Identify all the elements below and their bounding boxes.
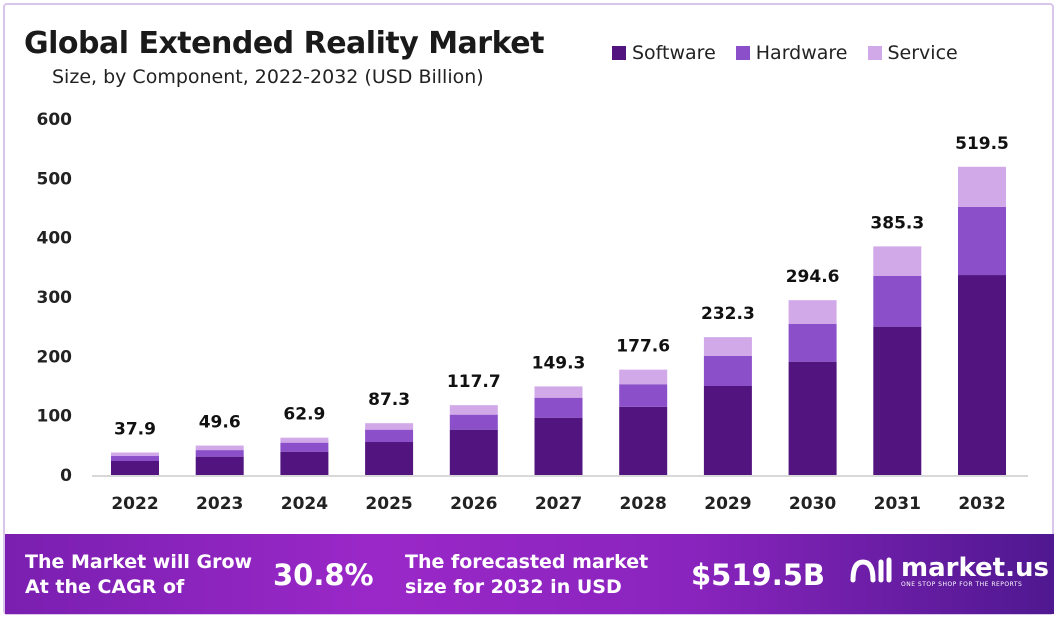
- y-tick-label: 400: [37, 229, 73, 249]
- market-us-logo: market.us ONE STOP SHOP FOR THE REPORTS: [847, 554, 1049, 588]
- bar-segment-hardware-2029: [703, 355, 752, 386]
- y-tick-label: 300: [37, 288, 73, 308]
- x-tick-label: 2028: [620, 494, 667, 514]
- legend-swatch-hardware: [735, 46, 750, 60]
- bar-segment-hardware-2024: [280, 442, 329, 452]
- bar-segment-software-2028: [619, 406, 668, 475]
- legend-item-hardware: Hardware: [735, 42, 848, 64]
- summary-banner: The Market will Grow At the CAGR of 30.8…: [5, 534, 1054, 614]
- bar-segment-hardware-2028: [619, 384, 668, 407]
- bar-segment-software-2023: [195, 456, 244, 475]
- bar-segment-service-2022: [111, 452, 159, 457]
- bar-segment-software-2022: [111, 460, 159, 475]
- total-data-label: 149.3: [532, 353, 586, 373]
- x-tick-label: 2030: [789, 494, 836, 514]
- bar-segment-service-2026: [449, 405, 498, 415]
- x-tick-label: 2031: [874, 494, 921, 514]
- y-tick-label: 200: [37, 347, 73, 367]
- total-data-label: 519.5: [955, 134, 1009, 154]
- x-tick-label: 2022: [111, 494, 158, 514]
- legend-item-software: Software: [612, 42, 716, 64]
- y-tick-label: 500: [37, 169, 73, 189]
- legend-label-hardware: Hardware: [755, 42, 848, 64]
- bar-segment-software-2030: [788, 361, 837, 475]
- total-data-label: 177.6: [616, 337, 670, 357]
- bar-segment-software-2024: [280, 451, 329, 475]
- x-tick-label: 2032: [958, 494, 1005, 514]
- chart-title: Global Extended Reality Market: [24, 26, 544, 61]
- y-tick-label: 600: [37, 110, 73, 130]
- bar-segment-software-2031: [873, 326, 922, 475]
- bar-segment-hardware-2030: [788, 323, 837, 362]
- legend-label-service: Service: [887, 42, 958, 64]
- cagr-value: 30.8%: [273, 558, 374, 592]
- x-tick-label: 2027: [535, 494, 582, 514]
- total-data-label: 49.6: [199, 413, 241, 433]
- bar-segment-hardware-2025: [365, 429, 414, 443]
- total-data-label: 294.6: [786, 267, 840, 287]
- bar-segment-software-2029: [703, 386, 752, 475]
- x-tick-label: 2024: [281, 494, 328, 514]
- bar-segment-software-2025: [365, 442, 414, 475]
- total-data-label: 62.9: [283, 405, 325, 425]
- bar-segment-service-2030: [788, 300, 837, 324]
- logo-tagline: ONE STOP SHOP FOR THE REPORTS: [901, 580, 1023, 588]
- legend-label-software: Software: [632, 42, 716, 64]
- bar-segment-software-2026: [449, 429, 498, 475]
- bar-segment-hardware-2023: [195, 450, 244, 457]
- legend-swatch-service: [867, 46, 882, 60]
- forecast-value: $519.5B: [691, 558, 826, 592]
- forecast-text: The forecasted market size for 2032 in U…: [405, 551, 649, 598]
- bar-segment-service-2032: [958, 166, 1006, 207]
- chart-subtitle: Size, by Component, 2022-2032 (USD Billi…: [52, 66, 484, 88]
- y-tick-label: 0: [60, 466, 72, 486]
- bar-segment-software-2027: [534, 417, 583, 475]
- x-tick-label: 2025: [365, 494, 412, 514]
- total-data-label: 37.9: [114, 420, 156, 440]
- bar-segment-service-2025: [365, 423, 414, 430]
- bar-segment-service-2031: [873, 246, 922, 276]
- bar-segment-service-2023: [195, 445, 244, 451]
- x-tick-label: 2026: [450, 494, 497, 514]
- x-tick-label: 2023: [196, 494, 243, 514]
- bar-segment-hardware-2022: [111, 456, 159, 461]
- bar-segment-hardware-2026: [449, 414, 498, 430]
- cagr-text: The Market will Grow At the CAGR of: [25, 551, 253, 598]
- bar-segment-service-2028: [619, 369, 668, 385]
- bar-segment-hardware-2032: [958, 206, 1006, 276]
- bar-segment-hardware-2027: [534, 397, 583, 418]
- legend-item-service: Service: [867, 42, 958, 64]
- total-data-label: 385.3: [870, 213, 924, 233]
- total-data-label: 117.7: [447, 372, 501, 392]
- bar-segment-service-2027: [534, 386, 583, 398]
- y-tick-label: 100: [37, 407, 73, 427]
- legend: Software Hardware Service: [612, 42, 958, 64]
- bar-segment-hardware-2031: [873, 275, 922, 327]
- bar-segment-software-2032: [958, 275, 1006, 475]
- logo-icon: [850, 557, 892, 583]
- chart-frame: [3, 3, 1054, 615]
- bar-chart: 0 100 200 300 400 500 600 37.9 2022 49.6 2023 62.9 2…: [37, 110, 1028, 514]
- bar-segment-service-2029: [703, 337, 752, 356]
- bar-segment-service-2024: [280, 437, 329, 443]
- total-data-label: 87.3: [368, 390, 410, 410]
- x-tick-label: 2029: [704, 494, 751, 514]
- logo-name: market.us: [901, 552, 1049, 583]
- total-data-label: 232.3: [701, 304, 755, 324]
- legend-swatch-software: [612, 46, 626, 60]
